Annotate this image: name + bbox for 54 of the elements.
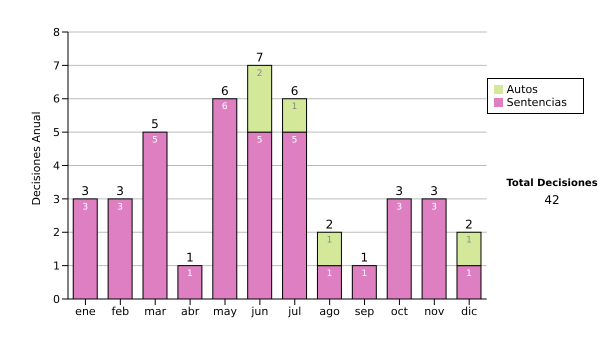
total-label: 3 bbox=[116, 184, 124, 198]
x-tick-label: ago bbox=[319, 304, 340, 318]
data-label: 1 bbox=[292, 102, 298, 112]
x-tick-label: sep bbox=[354, 304, 374, 318]
x-tick-label: jul bbox=[287, 304, 302, 318]
data-label: 3 bbox=[431, 202, 437, 212]
data-label: 5 bbox=[292, 136, 298, 146]
text: 42 bbox=[543, 193, 561, 207]
x-tick-label: mar bbox=[144, 304, 167, 318]
x-tick-label: ene bbox=[75, 304, 96, 318]
y-tick-label: 0 bbox=[53, 292, 60, 306]
total-label: 2 bbox=[326, 217, 334, 232]
data-label: 2 bbox=[256, 68, 263, 79]
y-tick-label: 3 bbox=[53, 192, 60, 206]
data-label: 1 bbox=[187, 269, 193, 280]
total-label: 7 bbox=[256, 50, 264, 64]
y-tick-label: 4 bbox=[53, 159, 60, 172]
data-label: 1 bbox=[466, 236, 472, 246]
y-tick-label: 5 bbox=[53, 126, 60, 140]
y-tick-label: 7 bbox=[53, 59, 60, 72]
x-tick-label: may bbox=[213, 304, 238, 318]
data-label: 1 bbox=[361, 269, 368, 280]
x-tick-label: abr bbox=[180, 304, 200, 318]
y-tick-label: 2 bbox=[53, 226, 60, 240]
data-label: 5 bbox=[152, 136, 158, 146]
data-label: 3 bbox=[396, 202, 402, 212]
total-label: 3 bbox=[395, 184, 404, 198]
data-label: 1 bbox=[466, 269, 472, 280]
data-label: 5 bbox=[256, 136, 263, 146]
total-label: 6 bbox=[290, 84, 298, 98]
x-tick-label: jun bbox=[250, 304, 268, 318]
total-label: 1 bbox=[186, 250, 194, 265]
data-label: 1 bbox=[326, 236, 332, 246]
total-label: 3 bbox=[81, 184, 90, 198]
total-label: 1 bbox=[360, 250, 368, 265]
y-tick-label: 1 bbox=[53, 260, 60, 273]
y-tick-label: 6 bbox=[53, 92, 60, 106]
total-label: 5 bbox=[151, 117, 159, 132]
total-label: 2 bbox=[465, 217, 473, 232]
data-label: 3 bbox=[117, 202, 123, 212]
data-label: 3 bbox=[82, 202, 88, 212]
x-tick-label: feb bbox=[112, 304, 130, 318]
data-label: 6 bbox=[222, 102, 228, 112]
total-label: 6 bbox=[220, 84, 229, 98]
x-tick-label: oct bbox=[390, 304, 409, 318]
y-tick-label: 8 bbox=[53, 26, 60, 39]
legend-label: Autos bbox=[506, 83, 538, 96]
x-tick-label: nov bbox=[424, 304, 445, 318]
total-label: 3 bbox=[430, 184, 438, 198]
legend-label: Sentencias bbox=[506, 96, 567, 109]
data-label: 1 bbox=[326, 269, 332, 280]
y-axis-title: Decisiones Anual bbox=[30, 111, 43, 206]
x-tick-label: dic bbox=[461, 304, 478, 318]
text: Total Decisiones bbox=[505, 178, 599, 189]
